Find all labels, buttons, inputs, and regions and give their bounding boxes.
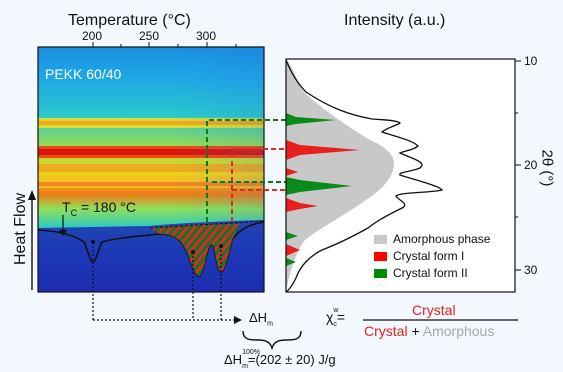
- two-theta-axis: [515, 60, 521, 271]
- crystal-form-i-peaks: [286, 140, 360, 256]
- legend-label-form-ii: Crystal form II: [393, 266, 468, 280]
- fraction-numerator: Crystal: [412, 302, 456, 318]
- tc-label: TC = 180 °C: [62, 199, 136, 218]
- tc-label-main: T: [62, 199, 71, 215]
- denominator-plus: +: [407, 323, 423, 339]
- delta-h-sub: m: [267, 320, 273, 328]
- delta-h-brace: [242, 330, 302, 351]
- dh100-main: ΔH: [224, 352, 243, 367]
- legend-swatch-amorphous: [374, 235, 387, 244]
- heatmap-frame: [37, 46, 265, 293]
- two-theta-axis-title: 2θ (°): [538, 149, 556, 187]
- denominator-crystal: Crystal: [364, 323, 408, 339]
- chi-main: χ: [326, 309, 334, 325]
- intensity-axis-title: Intensity (a.u.): [344, 12, 446, 29]
- heat-flow-arrow-head: [28, 190, 36, 200]
- heatmap-panel: [37, 46, 265, 293]
- chi-label: χ w c=: [326, 306, 346, 328]
- tc-arrow-head: [59, 230, 67, 236]
- xrd-total-curve: [285, 59, 443, 293]
- chi-sup: w: [333, 306, 339, 314]
- temperature-axis-title: Temperature (°C): [68, 12, 191, 29]
- legend-swatch-form-i: [374, 252, 387, 261]
- crystal-melting-area: [150, 224, 240, 276]
- two-theta-tick-10: 10: [524, 54, 538, 68]
- temperature-axis: [92, 42, 237, 47]
- xrd-panel: [285, 58, 521, 293]
- temperature-tick-300: 300: [196, 29, 217, 43]
- delta-h-guide-lines: [92, 242, 237, 321]
- dh100-sup: 100%: [242, 348, 260, 356]
- chi-sub: c: [333, 320, 337, 328]
- delta-h-arrow-head: [234, 316, 242, 324]
- legend-swatch-form-ii: [374, 269, 387, 278]
- dh100-sub: m: [242, 362, 248, 370]
- xrd-frame: [285, 58, 516, 293]
- crystal-form-ii-peaks: [286, 113, 352, 266]
- delta-h-label: ΔHm: [249, 310, 273, 328]
- delta-h-100-label: ΔH 100% m=(202 ± 20) J/g: [224, 348, 336, 370]
- temperature-tick-200: 200: [82, 29, 103, 43]
- legend-label-amorphous: Amorphous phase: [393, 232, 491, 246]
- heat-flow-axis-title: Heat Flow: [12, 192, 29, 265]
- delta-h-main: ΔH: [249, 310, 268, 325]
- two-theta-tick-30: 30: [524, 263, 538, 277]
- amorphous-fill: [286, 59, 395, 292]
- temperature-tick-250: 250: [139, 29, 160, 43]
- dsc-baseline: [149, 220, 265, 229]
- fraction-denominator: Crystal + Amorphous: [364, 323, 494, 339]
- chi-equals: =: [336, 309, 346, 325]
- tc-label-sub: C: [70, 207, 78, 218]
- tc-label-value: = 180 °C: [77, 199, 136, 215]
- two-theta-tick-20: 20: [524, 158, 538, 172]
- dh100-value: =(202 ± 20) J/g: [247, 352, 336, 367]
- sample-label: PEKK 60/40: [45, 66, 122, 82]
- denominator-amorphous: Amorphous: [422, 323, 495, 339]
- legend-label-form-i: Crystal form I: [393, 249, 465, 263]
